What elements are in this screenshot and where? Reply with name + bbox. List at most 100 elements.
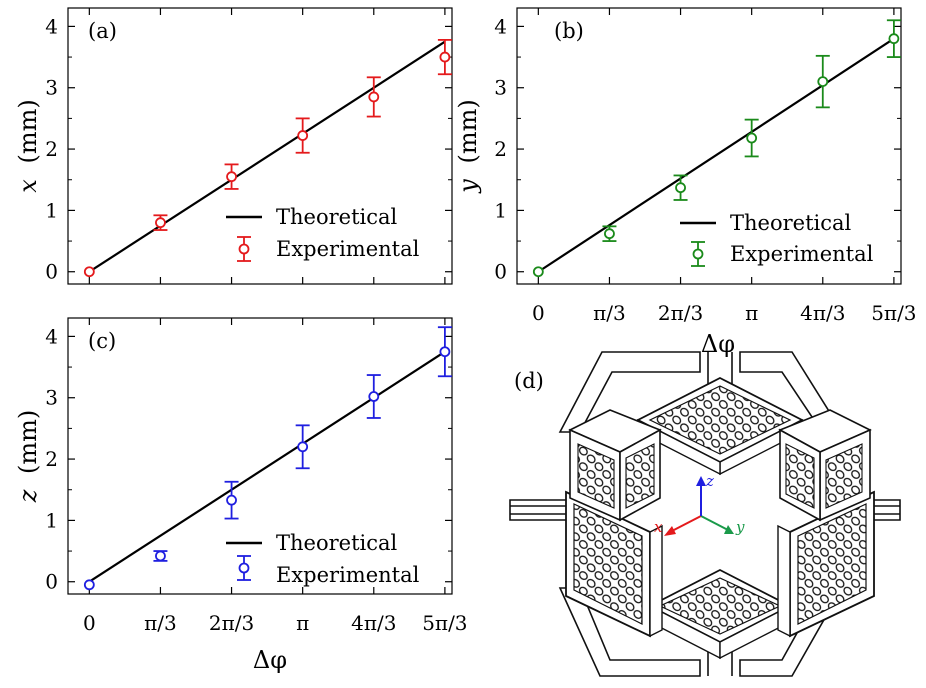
x-tick-label: π (745, 301, 758, 325)
y-tick-label: 0 (494, 260, 507, 284)
plot-frame (516, 7, 902, 285)
bottom-mesh-panel (648, 568, 792, 660)
legend-experimental-marker (237, 555, 251, 581)
theoretical-line (88, 40, 446, 273)
y-arrow-head-icon (724, 525, 734, 534)
y-axis-title: y (mm) (454, 99, 482, 193)
z-axis-label: z (705, 472, 714, 490)
y-axis-unit: (mm) (454, 99, 482, 163)
legend-point (238, 562, 250, 574)
y-tick-label: 2 (494, 137, 507, 161)
legend-experimental: Experimental (276, 563, 420, 587)
experimental-point (83, 579, 95, 591)
x-tick-label: 5π/3 (422, 611, 467, 635)
panel-b-chart: (b) 0 1 2 3 4 0 π/3 2π/3 π 4π/3 5π/3 y (mm) Δφ The… (454, 7, 917, 358)
x-axis-arrow (669, 515, 702, 533)
panel-d-lattice-illustration: (d) (509, 351, 901, 677)
x-axis-title: Δφ (253, 646, 287, 674)
plot-frame (67, 317, 453, 595)
legend-experimental: Experimental (276, 237, 420, 261)
theoretical-line (537, 37, 895, 273)
legend-point (692, 248, 704, 260)
y-tick-label: 1 (45, 198, 58, 222)
y-axis-arrow (700, 515, 729, 531)
experimental-point (746, 132, 758, 144)
experimental-point (817, 76, 829, 87)
legend-point (238, 243, 250, 255)
mark-group (532, 19, 901, 278)
experimental-point (83, 266, 95, 278)
y-axis-variable: x (14, 179, 42, 193)
experimental-point (439, 51, 451, 63)
x-tick-label: 4π/3 (800, 301, 845, 325)
experimental-point (604, 228, 615, 240)
tick-group: 0 1 2 3 4 0 π/3 2π/3 π 4π/3 5π/3 (494, 8, 917, 325)
y-tick-label: 3 (45, 76, 58, 100)
x-tick-label: 2π/3 (658, 301, 703, 325)
y-axis-variable: z (14, 489, 42, 503)
y-axis-unit: (mm) (14, 410, 42, 474)
y-tick-label: 0 (45, 260, 58, 284)
y-axis-label: y (735, 518, 745, 536)
legend-experimental-marker (691, 241, 705, 267)
panel-c-chart: (c) 0 1 2 3 4 0 π/3 2π/3 π 4π/3 5π/3 z (mm) Δφ The… (14, 317, 468, 674)
experimental-point (226, 171, 237, 183)
mark-group (83, 38, 452, 278)
experimental-point (297, 441, 309, 453)
y-axis-variable: y (454, 179, 482, 194)
x-tick-label: 2π/3 (209, 611, 254, 635)
y-tick-label: 0 (45, 570, 58, 594)
panel-label: (c) (88, 329, 116, 353)
plot-frame (67, 7, 453, 285)
upper-right-mesh-block (778, 409, 872, 522)
experimental-point (155, 550, 166, 562)
x-tick-label: 5π/3 (871, 301, 916, 325)
experimental-point (155, 217, 166, 229)
y-tick-label: 4 (45, 14, 58, 38)
panel-a-chart: (a) 0 1 2 3 4 x (mm) Theoretical Experimenta… (14, 7, 453, 285)
x-tick-label: π (296, 611, 309, 635)
legend-theoretical: Theoretical (730, 211, 852, 235)
experimental-point (675, 182, 686, 194)
experimental-point (439, 346, 451, 358)
y-axis-unit: (mm) (14, 99, 42, 163)
upper-left-mesh-block (568, 409, 662, 522)
tick-group: 0 1 2 3 4 0 π/3 2π/3 π 4π/3 5π/3 (45, 318, 468, 635)
legend-experimental-marker (237, 236, 251, 262)
legend-theoretical: Theoretical (276, 531, 398, 555)
z-arrow-head-icon (696, 476, 706, 486)
mark-group (83, 326, 452, 591)
panel-label: (b) (554, 19, 584, 43)
x-tick-label: 4π/3 (351, 611, 396, 635)
coordinate-axes: x y z (654, 472, 745, 536)
y-tick-label: 2 (45, 447, 58, 471)
panel-label: (a) (88, 19, 117, 43)
x-tick-label: π/3 (593, 301, 626, 325)
panel-label: (d) (514, 369, 544, 393)
left-mesh-panel (565, 490, 663, 638)
experimental-point (368, 391, 380, 402)
legend: Theoretical Experimental (680, 211, 874, 267)
experimental-point (297, 130, 309, 141)
y-axis-title: x (mm) (14, 99, 42, 192)
tick-group: 0 1 2 3 4 (45, 8, 452, 284)
y-tick-label: 2 (45, 137, 58, 161)
x-arrow-head-icon (664, 526, 676, 536)
x-tick-label: π/3 (144, 611, 177, 635)
experimental-point (368, 91, 380, 103)
y-tick-label: 4 (494, 14, 507, 38)
x-tick-label: 0 (532, 301, 545, 325)
legend: Theoretical Experimental (226, 205, 420, 262)
x-tick-label: 0 (83, 611, 96, 635)
legend-theoretical: Theoretical (276, 205, 398, 229)
y-tick-label: 1 (45, 508, 58, 532)
experimental-point (226, 494, 237, 506)
x-axis-title: Δφ (701, 330, 735, 358)
legend: Theoretical Experimental (226, 531, 420, 587)
y-axis-title: z (mm) (14, 410, 42, 504)
x-axis-label: x (654, 518, 663, 536)
y-tick-label: 3 (45, 386, 58, 410)
top-mesh-panel (636, 376, 804, 476)
y-tick-label: 3 (494, 76, 507, 100)
